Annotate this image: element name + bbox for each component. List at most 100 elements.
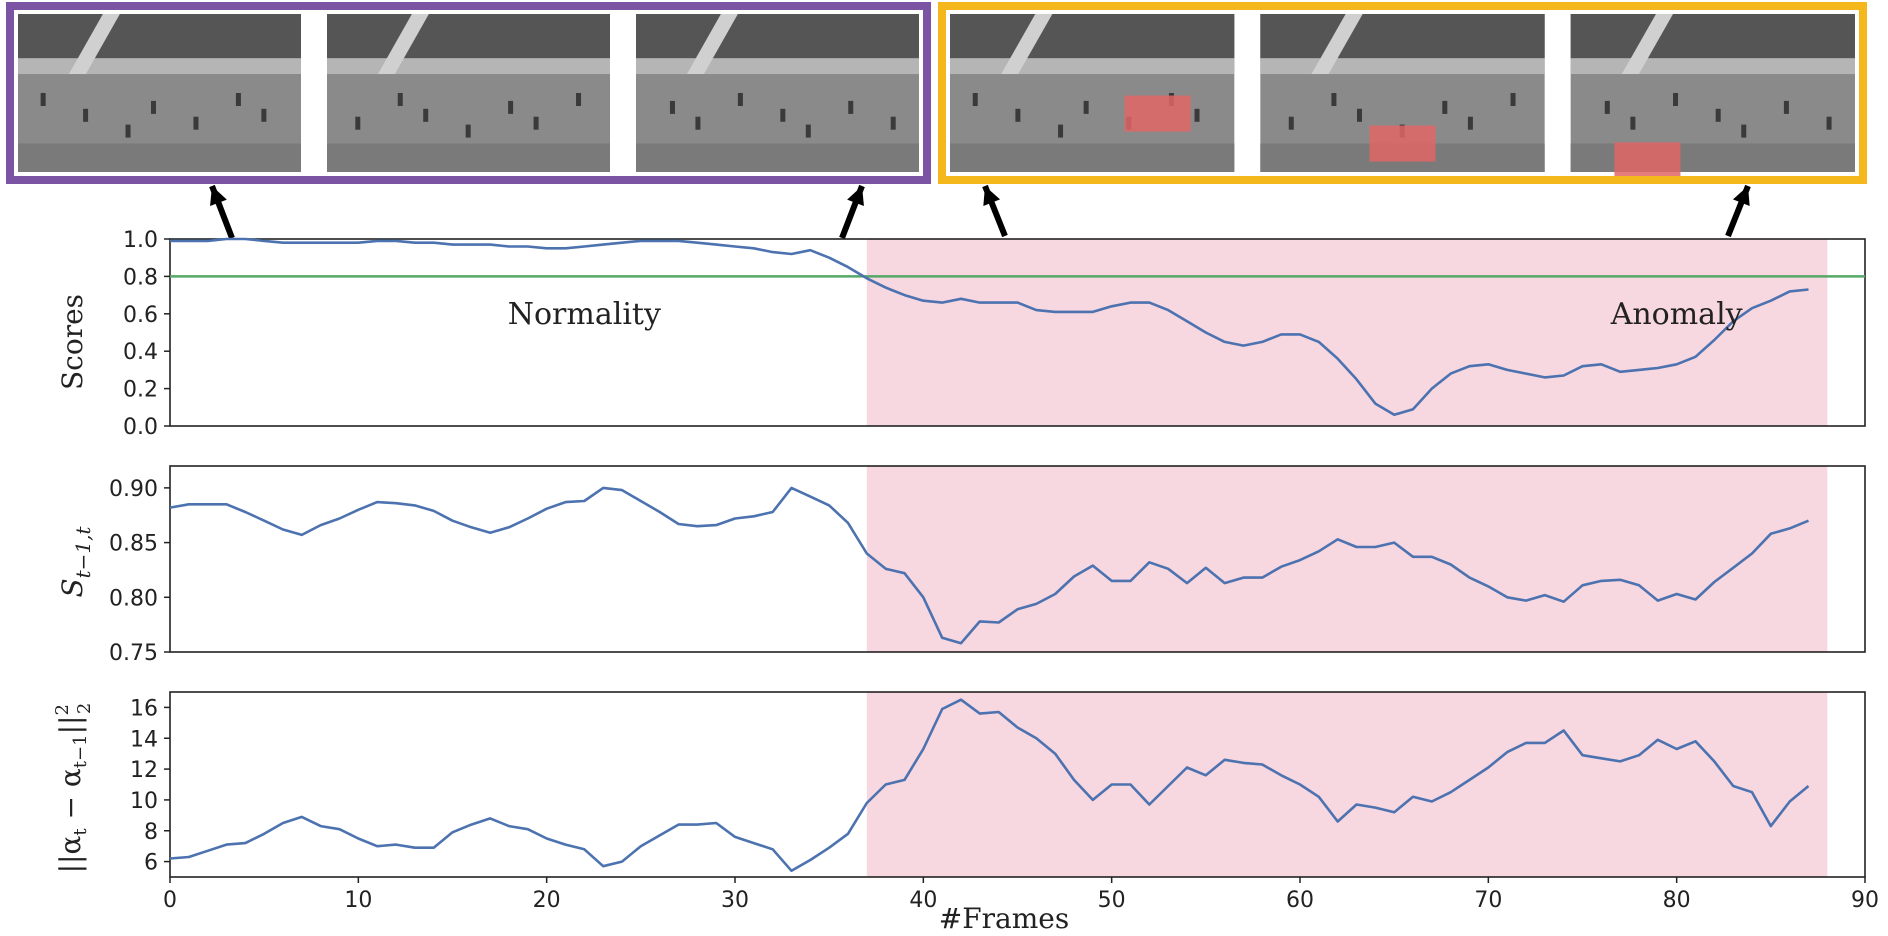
normal-strip: [6, 2, 931, 184]
arrow-head: [847, 186, 864, 207]
pedestrian: [508, 100, 514, 114]
pedestrian: [125, 124, 131, 138]
anomaly-strip: [938, 2, 1867, 184]
axes-frame: [169, 238, 1866, 427]
pedestrian: [1083, 100, 1089, 114]
frame-ramp: [1621, 14, 1674, 75]
pedestrian: [780, 108, 786, 122]
pedestrian: [890, 116, 896, 130]
difference-norm-ylabel: ||αt − αt−1||22: [52, 703, 95, 874]
pedestrian: [669, 100, 675, 114]
pedestrian: [151, 100, 157, 114]
scores-panel: Scores 0.0 0.2 0.4 0.6 0.8 1.0 Normality Anomal…: [56, 228, 1866, 440]
pedestrian: [40, 93, 46, 106]
pedestrian: [848, 100, 854, 114]
x-tick-label: 40: [909, 888, 937, 913]
pedestrian: [533, 116, 539, 130]
frame-arrows: [209, 184, 1751, 240]
anomaly-frame: [1260, 14, 1545, 172]
series-line: [170, 237, 1809, 417]
frame-ramp: [377, 14, 429, 75]
frame-strips: [6, 2, 1867, 184]
frame-walkway: [327, 58, 610, 75]
frame-shadow: [1570, 143, 1855, 172]
frame-walkway: [1570, 58, 1855, 75]
pedestrian: [465, 124, 471, 138]
similarity-ylabel: St−1,t: [56, 525, 95, 597]
normal-frame: [327, 14, 610, 172]
frame-shadow: [18, 143, 301, 172]
arrow-head: [1732, 186, 1750, 207]
pedestrian: [1331, 93, 1337, 106]
pedestrian: [1741, 124, 1747, 138]
difference-norm-panel: ||αt − αt−1||22 6 8 10 12 14 16 0 10 20 30 40 50 60 7…: [52, 691, 1879, 913]
frame-shadow: [950, 143, 1235, 172]
frame-shadow: [327, 143, 610, 172]
frame-ramp: [686, 14, 738, 75]
pedestrian: [1510, 93, 1516, 106]
pedestrian: [1630, 116, 1636, 130]
y-tick-label: 0.80: [109, 586, 158, 611]
y-tick-label: 1.0: [123, 228, 158, 253]
x-tick-label: 80: [1663, 888, 1691, 913]
y-tick-label: 0.90: [109, 477, 158, 502]
y-tick-label: 0.0: [123, 415, 158, 440]
anomaly-region: [866, 692, 1828, 877]
axes-frame: [169, 465, 1866, 653]
pedestrian: [1673, 93, 1679, 106]
frame-walkway: [1260, 58, 1545, 75]
pedestrian: [1058, 124, 1064, 138]
pedestrian: [1467, 116, 1473, 130]
y-tick-label: 0.85: [109, 532, 158, 557]
x-tick-label: 90: [1851, 888, 1879, 913]
y-tick-label: 0.2: [123, 378, 158, 403]
anomaly-border: [938, 2, 1867, 184]
frame-ramp: [1311, 14, 1363, 75]
normal-frame: [636, 14, 919, 172]
frame-hedge: [327, 14, 610, 59]
axes-frame: [169, 691, 1866, 878]
y-tick-label: 10: [130, 789, 158, 814]
normal-frame: [18, 14, 301, 172]
frame-walkway: [18, 58, 301, 75]
series-line: [169, 698, 1810, 873]
pedestrian: [397, 93, 403, 106]
pedestrian: [972, 93, 978, 106]
y-tick-label: 8: [144, 820, 158, 845]
pedestrian: [1783, 100, 1789, 114]
anomaly-region: [866, 466, 1828, 652]
x-axis-label: #Frames: [939, 902, 1069, 935]
pedestrian: [423, 108, 429, 122]
y-tick-label: 14: [130, 727, 158, 752]
y-tick-label: 16: [130, 696, 158, 721]
y-tick-label: 12: [130, 758, 158, 783]
frame-hedge: [18, 14, 301, 59]
anomaly-region: [866, 239, 1828, 426]
pedestrian: [1604, 100, 1610, 114]
similarity-panel: St−1,t 0.75 0.80 0.85 0.90: [56, 465, 1866, 666]
y-tick-label: 0.6: [123, 303, 158, 328]
frame-shadow: [636, 143, 919, 172]
anomaly-frame: [1570, 14, 1855, 177]
anomaly-frame: [950, 14, 1235, 172]
pedestrian: [193, 116, 199, 130]
scores-ylabel: Scores: [56, 294, 89, 390]
x-tick-label: 20: [533, 888, 561, 913]
pedestrian: [83, 108, 89, 122]
frame-ramp: [1001, 14, 1053, 75]
pedestrian: [1442, 100, 1448, 114]
frame-walkway: [636, 58, 919, 75]
pedestrian: [1194, 108, 1200, 122]
pedestrian: [805, 124, 811, 138]
frame-walkway: [950, 58, 1235, 75]
pedestrian: [737, 93, 743, 106]
frame-hedge: [1260, 14, 1545, 59]
x-tick-label: 0: [163, 888, 177, 913]
pedestrian: [695, 116, 701, 130]
pedestrian: [1288, 116, 1294, 130]
frame-ramp: [68, 14, 120, 75]
pedestrian: [1826, 116, 1832, 130]
pedestrian: [355, 116, 361, 130]
arrow-head: [983, 186, 1001, 207]
